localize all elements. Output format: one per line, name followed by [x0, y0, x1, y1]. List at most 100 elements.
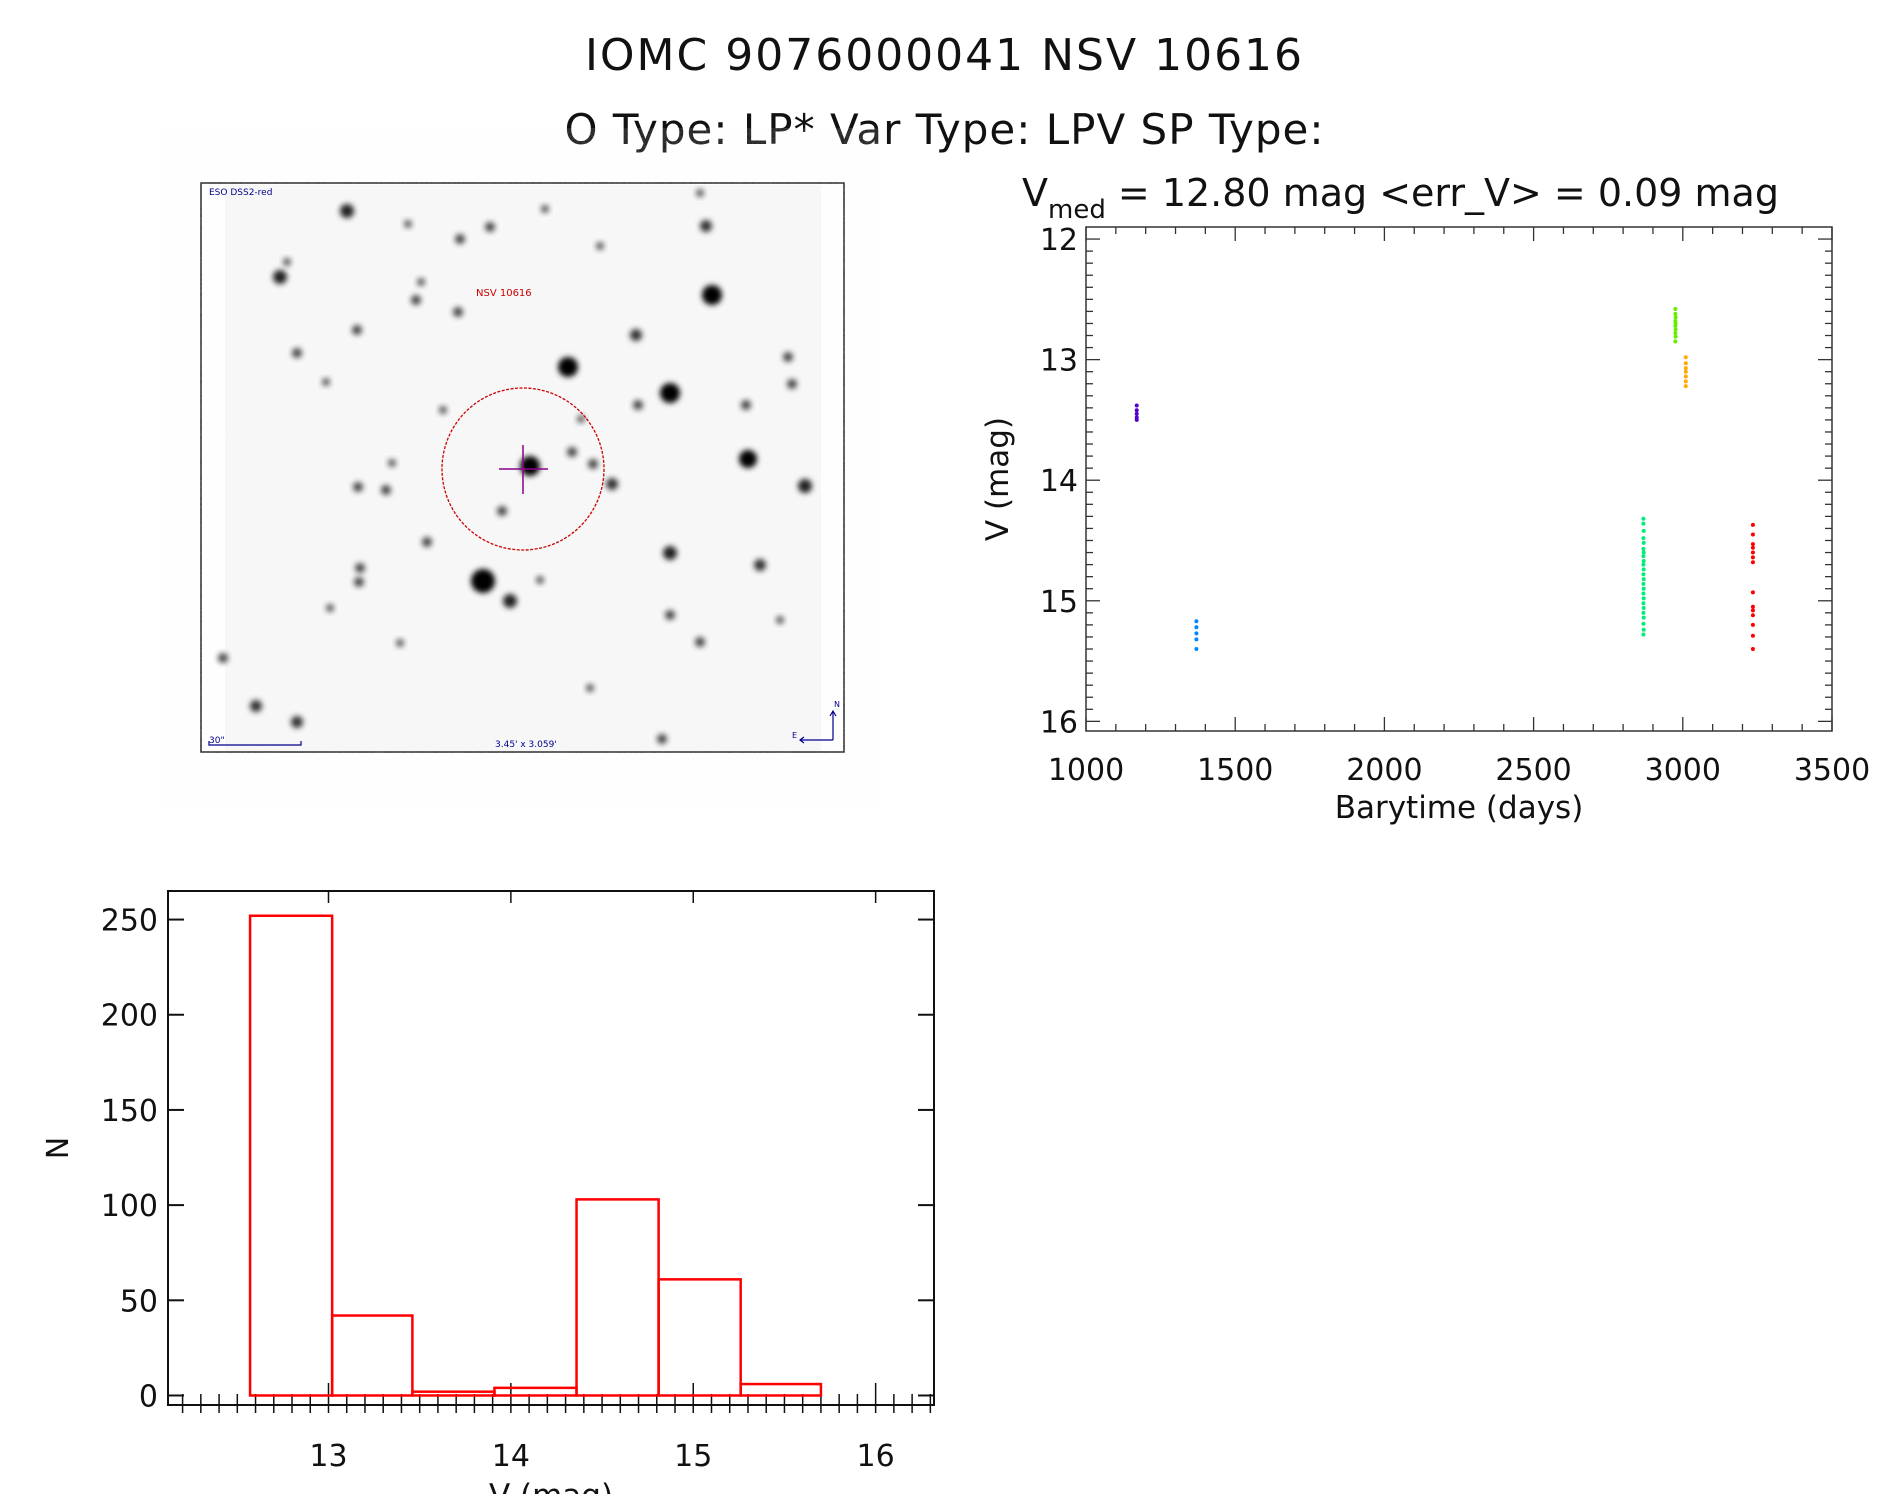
star: [417, 278, 425, 286]
star: [606, 478, 618, 490]
star: [471, 569, 495, 593]
lc-data-point: [1750, 532, 1755, 537]
crosshair-icon: [499, 445, 548, 494]
lc-data-point: [1673, 311, 1678, 316]
star: [696, 189, 704, 197]
star: [218, 653, 228, 663]
star: [396, 639, 404, 647]
lc-data-point: [1641, 558, 1646, 563]
hist-ytick-label: 100: [101, 1189, 158, 1224]
lc-axes-frame: [1085, 226, 1833, 732]
target-label: NSV 10616: [476, 288, 532, 299]
lc-data-point: [1641, 615, 1646, 620]
fov-label: 3.45' x 3.059': [495, 740, 557, 750]
lc-ytick-label: 12: [1040, 223, 1078, 258]
star-field: [218, 189, 812, 744]
star: [503, 594, 517, 608]
star: [411, 295, 421, 305]
lc-ytick-label: 16: [1040, 705, 1078, 740]
lc-data-point: [1641, 572, 1646, 577]
lc-data-point: [1683, 361, 1688, 366]
hist-xlabel: V (mag): [489, 1478, 613, 1494]
lc-data-point: [1641, 567, 1646, 572]
hist-ytick-label: 150: [101, 1094, 158, 1129]
target-circle: [441, 387, 605, 551]
light-curve-plot: Vmed = 12.80 mag <err_V> = 0.09 mag 1000…: [980, 171, 1870, 826]
lc-ytick-label: 14: [1040, 464, 1078, 499]
lc-data-point: [1750, 550, 1755, 555]
lc-data-point: [1194, 619, 1199, 624]
lc-xtick-label: 2000: [1346, 753, 1422, 788]
hist-xtick-label: 15: [674, 1439, 712, 1474]
star: [741, 400, 751, 410]
lc-data-point: [1641, 581, 1646, 586]
lc-data-point: [1134, 411, 1139, 416]
hist-xtick-label: 16: [857, 1439, 895, 1474]
scale-bar: [208, 741, 302, 746]
star: [322, 378, 330, 386]
lc-data-point: [1750, 542, 1755, 547]
star: [404, 220, 412, 228]
lc-data-point: [1641, 562, 1646, 567]
star: [520, 456, 540, 476]
star: [455, 234, 465, 244]
lc-data-point: [1673, 327, 1678, 332]
lc-data-point: [1194, 647, 1199, 652]
scale-label: 30": [209, 736, 225, 746]
survey-label: ESO DSS2-red: [209, 188, 272, 198]
lc-data-point: [1641, 601, 1646, 606]
lc-data-point: [1673, 334, 1678, 339]
lc-xtick-label: 1500: [1197, 753, 1273, 788]
star: [577, 415, 585, 423]
lc-data-point: [1750, 555, 1755, 560]
star: [739, 450, 757, 468]
lc-data-point: [1750, 633, 1755, 638]
lc-data-point: [1641, 610, 1646, 615]
star: [453, 307, 463, 317]
histogram-bar: [657, 1278, 742, 1397]
lc-data-point: [1673, 339, 1678, 344]
star: [663, 546, 677, 560]
lc-data-point: [1641, 627, 1646, 632]
hist-xtick-label: 14: [492, 1439, 530, 1474]
star: [485, 222, 495, 232]
star: [273, 270, 287, 284]
lc-data-point: [1750, 613, 1755, 618]
lc-title: Vmed = 12.80 mag <err_V> = 0.09 mag: [1022, 171, 1779, 225]
star: [283, 258, 291, 266]
star: [354, 577, 364, 587]
lc-data-point: [1750, 604, 1755, 609]
lc-data-point: [1750, 590, 1755, 595]
lc-xlabel: Barytime (days): [1335, 790, 1584, 826]
hist-axes-frame: [167, 890, 935, 1406]
star: [355, 563, 365, 573]
histogram-bar: [575, 1198, 660, 1397]
lc-data-point: [1683, 379, 1688, 384]
lc-xtick-label: 1000: [1048, 753, 1124, 788]
east-label: E: [792, 731, 797, 740]
lc-data-point: [1134, 403, 1139, 408]
lc-data-point: [1750, 545, 1755, 550]
lc-data-point: [1673, 315, 1678, 320]
star: [588, 459, 598, 469]
lc-data-point: [1194, 625, 1199, 630]
star: [536, 576, 544, 584]
star: [633, 400, 643, 410]
star: [388, 459, 396, 467]
hist-ytick-label: 0: [139, 1379, 158, 1414]
lc-data-point: [1194, 631, 1199, 636]
lc-data-point: [1750, 647, 1755, 652]
hist-ytick-label: 50: [120, 1284, 158, 1319]
star: [702, 285, 722, 305]
lc-data-point: [1683, 384, 1688, 389]
star: [541, 205, 549, 213]
star: [291, 716, 303, 728]
star: [250, 700, 262, 712]
lc-data-point: [1750, 560, 1755, 565]
lc-ylabel: V (mag): [980, 417, 1016, 541]
lc-data-point: [1641, 621, 1646, 626]
star: [326, 604, 334, 612]
lc-data-point: [1641, 591, 1646, 596]
lc-data-point: [1641, 596, 1646, 601]
